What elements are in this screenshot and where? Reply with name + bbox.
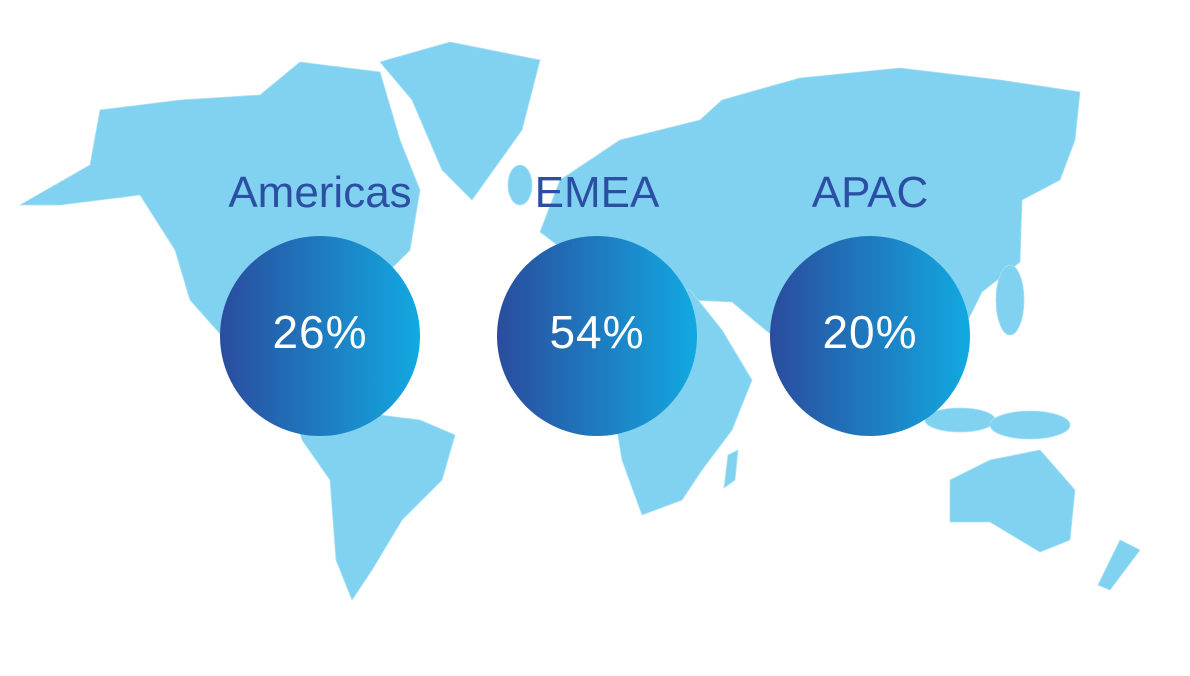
australia [949,449,1076,553]
island [507,164,533,206]
region-name: Americas [228,168,411,217]
region-share: 54% [549,306,644,358]
region-circle [497,236,697,436]
region-circle [220,236,420,436]
region-emea: EMEA 54% [497,168,697,436]
new-zealand [1097,539,1141,591]
region-share: 26% [272,306,367,358]
south-america [289,399,456,601]
madagascar [723,449,739,489]
region-apac: APAC 20% [770,168,970,436]
region-americas: Americas 26% [220,168,420,436]
region-share: 20% [822,306,917,358]
region-name: APAC [812,168,929,217]
region-circle [770,236,970,436]
island [924,407,996,433]
island [995,264,1025,336]
greenland [379,41,541,201]
island [989,410,1071,440]
region-name: EMEA [535,168,660,217]
